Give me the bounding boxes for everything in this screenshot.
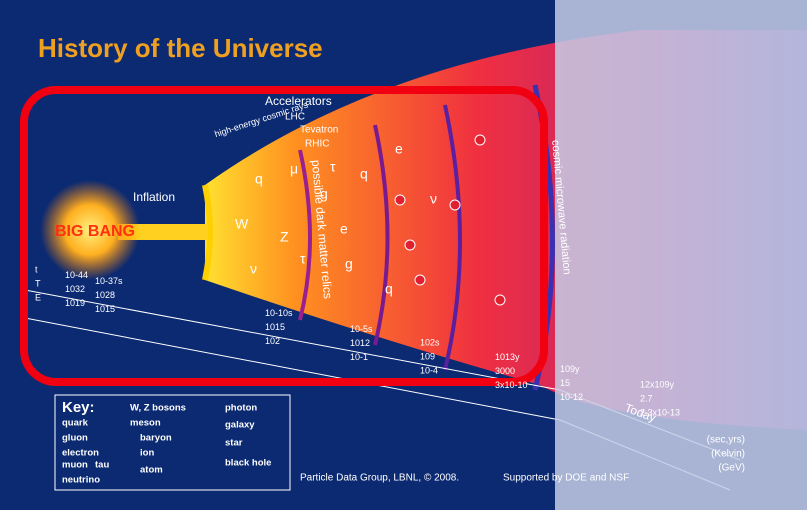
particle: W [235,216,249,232]
timeline-cell: t [35,264,38,274]
timeline-cell: 10-1 [350,352,368,362]
band [202,184,213,281]
particle: q [360,166,368,182]
timeline-unit: (GeV) [718,463,745,474]
key-item: neutrino [62,475,100,486]
timeline-cell: 102s [420,338,440,348]
timeline-unit: (Kelvin) [711,449,745,460]
particle: Z [280,229,289,245]
band [298,149,312,321]
credit: Supported by DOE and NSF [503,473,629,484]
timeline-cell: 109 [420,352,435,362]
key-item: W, Z bosons [130,403,186,414]
timeline-cell: T [35,278,41,288]
label: Inflation [133,190,175,204]
key-item: atom [140,465,163,476]
key-box [54,394,291,491]
timeline-cell: 102 [265,336,280,346]
key-item: gluon [62,433,88,444]
timeline-cell: 1032 [65,284,85,294]
timeline-cell: 1015 [265,322,285,332]
key-item: tau [95,460,109,471]
particle: τ [300,251,306,267]
timeline-cell: 3000 [495,366,515,376]
timeline-cell: 10-4 [420,366,438,376]
band [443,104,462,371]
credit: Particle Data Group, LBNL, © 2008. [300,473,459,484]
timeline-cell: 3x10-10 [495,380,528,390]
inflation-pipe [118,224,208,240]
particle: ν [430,191,437,207]
timeline-cell: 1013y [495,352,520,362]
timeline-cell: 109y [560,364,580,374]
particle: μ [290,161,298,177]
particle-dot [494,294,506,306]
faded-overlay [555,0,807,510]
particle: g [345,256,353,272]
title: History of the Universe [38,33,323,63]
key-item: black hole [225,458,271,469]
label: BIG BANG [55,223,135,240]
particle: e [340,221,348,237]
timeline-cell: 15 [560,378,570,388]
timeline-cell: 1019 [65,298,85,308]
key-title: Key: [62,399,95,416]
timeline-cell: 1015 [95,304,115,314]
timeline-cell: 2.3x10-13 [640,407,680,417]
key-item: photon [225,403,257,414]
particle: q [255,171,263,187]
timeline-cell: 10-5s [350,324,373,334]
label: LHC [285,112,305,123]
key-item: electron [62,448,99,459]
key-item: star [225,438,243,449]
timeline-cell: 10-37s [95,276,123,286]
particle-dot [394,194,406,206]
key-item: muon [62,460,88,471]
timeline-unit: (sec,yrs) [707,435,745,446]
key-item: ion [140,448,154,459]
particle-dot [449,199,461,211]
particle: e [395,141,403,157]
timeline-cell: E [35,292,41,302]
timeline-cell: 10-12 [560,392,583,402]
timeline-cell: 2.7 [640,393,653,403]
particle-dot [474,134,486,146]
timeline-cell: 12x109y [640,379,675,389]
particle: g [320,186,328,202]
timeline-cell: 10-44 [65,270,88,280]
key-item: galaxy [225,420,255,431]
key-item: baryon [140,433,172,444]
key-item: quark [62,418,89,429]
label: Tevatron [300,125,338,136]
particle: q [385,281,393,297]
timeline-cell: 10-10s [265,308,293,318]
key-item: meson [130,418,161,429]
label: RHIC [305,139,329,150]
particle: τ [330,159,336,175]
particle-dot [404,239,416,251]
timeline-cell: 1012 [350,338,370,348]
big-bang-glow [40,180,140,280]
highlight-box [20,86,548,386]
particle: ν [250,261,257,277]
timeline-cell: 1028 [95,290,115,300]
particle-dot [414,274,426,286]
band [373,124,390,346]
label: Accelerators [265,94,332,108]
